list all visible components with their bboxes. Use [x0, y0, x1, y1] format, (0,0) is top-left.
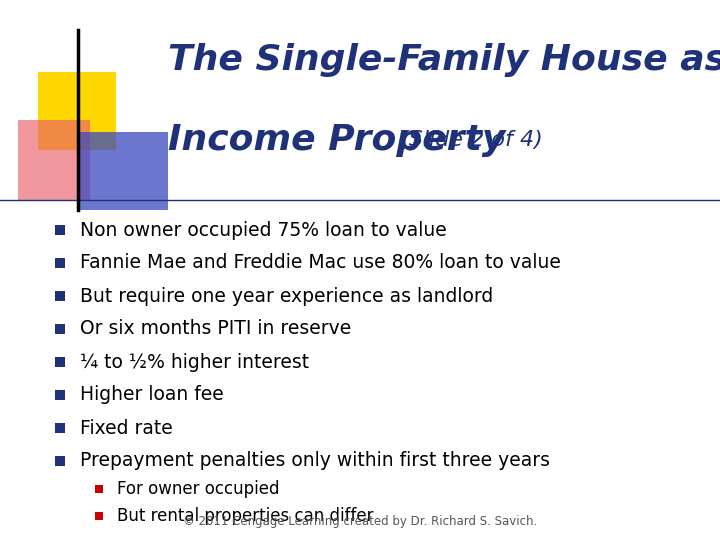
- Bar: [95, 485, 103, 493]
- Bar: [55, 225, 65, 235]
- Text: ¼ to ½% higher interest: ¼ to ½% higher interest: [80, 353, 309, 372]
- Text: The Single-Family House as: The Single-Family House as: [168, 43, 720, 77]
- Text: Fixed rate: Fixed rate: [80, 418, 173, 437]
- Bar: [78, 132, 168, 210]
- Bar: [55, 357, 65, 367]
- Bar: [18, 120, 90, 200]
- Text: © 2011 Cengage Learning created by Dr. Richard S. Savich.: © 2011 Cengage Learning created by Dr. R…: [183, 516, 537, 529]
- Bar: [55, 456, 65, 466]
- Text: But rental properties can differ: But rental properties can differ: [117, 507, 374, 525]
- Text: Non owner occupied 75% loan to value: Non owner occupied 75% loan to value: [80, 220, 446, 240]
- Bar: [55, 324, 65, 334]
- Bar: [55, 423, 65, 433]
- Text: (Slide 2 of 4): (Slide 2 of 4): [393, 130, 543, 150]
- Text: Or six months PITI in reserve: Or six months PITI in reserve: [80, 320, 351, 339]
- Bar: [95, 512, 103, 520]
- Text: For owner occupied: For owner occupied: [117, 480, 279, 498]
- Text: Prepayment penalties only within first three years: Prepayment penalties only within first t…: [80, 451, 550, 470]
- Bar: [55, 258, 65, 268]
- Bar: [55, 291, 65, 301]
- Text: Higher loan fee: Higher loan fee: [80, 386, 224, 404]
- Bar: [38, 72, 116, 150]
- Text: Fannie Mae and Freddie Mac use 80% loan to value: Fannie Mae and Freddie Mac use 80% loan …: [80, 253, 561, 273]
- Text: Income Property: Income Property: [168, 123, 505, 157]
- Bar: [55, 390, 65, 400]
- Text: But require one year experience as landlord: But require one year experience as landl…: [80, 287, 493, 306]
